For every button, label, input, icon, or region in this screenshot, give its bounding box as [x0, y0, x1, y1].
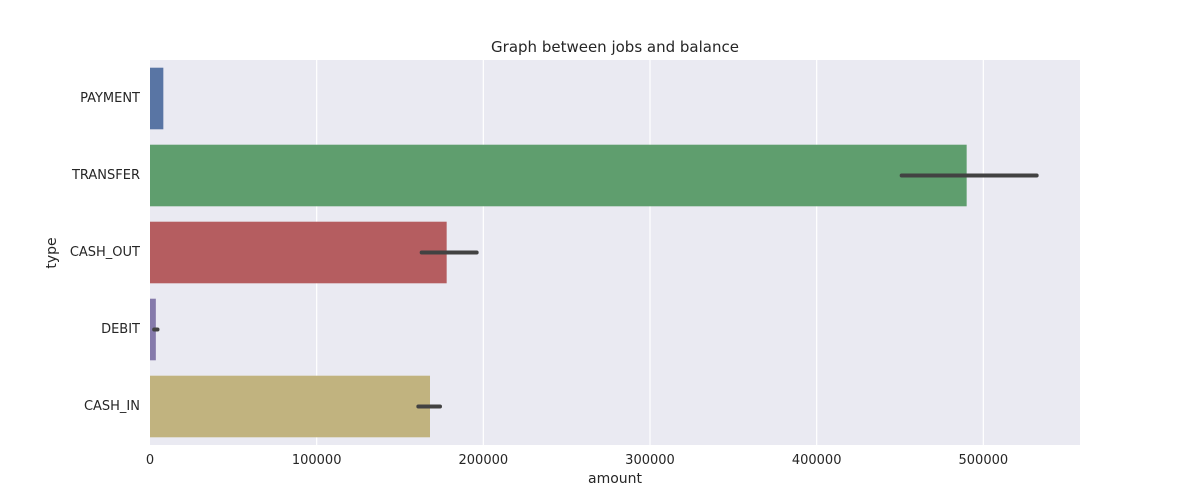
bar-cash-out — [150, 221, 447, 284]
y-tick-label: TRANSFER — [71, 168, 140, 183]
y-tick-label: DEBIT — [101, 322, 140, 337]
x-tick-label: 400000 — [792, 453, 842, 468]
bars — [150, 67, 967, 438]
x-axis-label: amount — [588, 471, 643, 487]
x-tick-label: 200000 — [459, 453, 509, 468]
error-bars — [152, 173, 1039, 409]
y-tick-labels: PAYMENT TRANSFER CASH_OUT DEBIT CASH_IN — [70, 91, 140, 414]
y-tick-label: PAYMENT — [80, 91, 140, 106]
x-tick-label: 500000 — [959, 453, 1009, 468]
bar-payment — [150, 67, 164, 130]
x-tick-labels: 0 100000 200000 300000 400000 500000 — [146, 453, 1008, 468]
x-tick-label: 300000 — [625, 453, 675, 468]
bar-transfer — [150, 144, 967, 207]
y-tick-label: CASH_IN — [84, 399, 140, 414]
y-tick-label: CASH_OUT — [70, 245, 140, 260]
bar-cash-in — [150, 375, 430, 438]
x-tick-label: 100000 — [292, 453, 342, 468]
y-axis-label: type — [44, 237, 60, 268]
chart-title: Graph between jobs and balance — [491, 38, 739, 56]
x-tick-label: 0 — [146, 453, 154, 468]
